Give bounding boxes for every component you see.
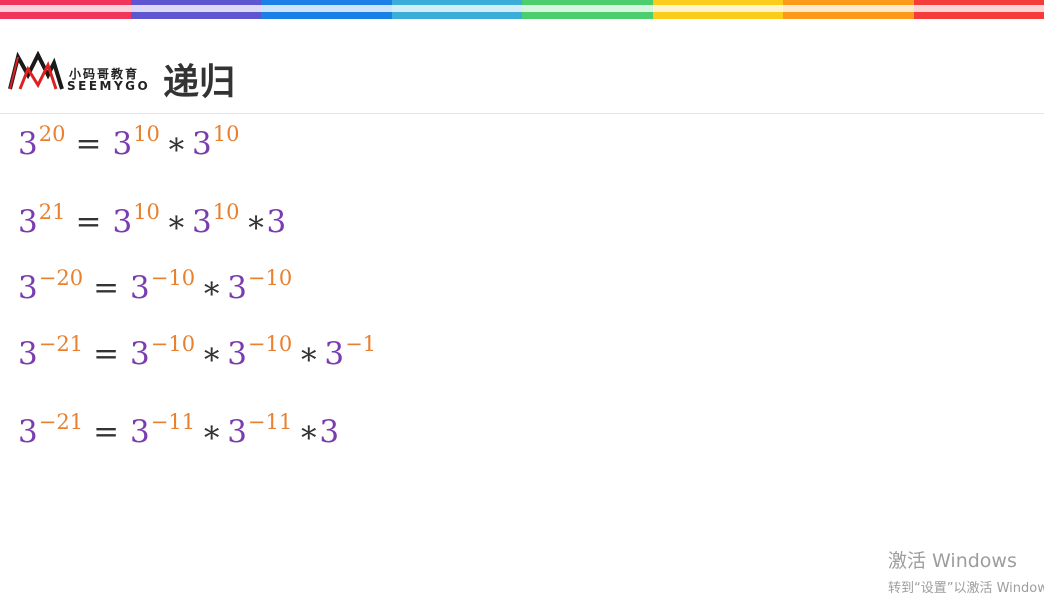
watermark-line-1: 激活 Windows: [888, 546, 1044, 573]
formula-base: 3: [227, 270, 247, 306]
formula-base: 3: [324, 336, 344, 372]
multiply-sign: ∗: [166, 204, 187, 240]
formula-base: 3: [18, 336, 38, 372]
seemygo-logo: 小码哥教育 SEEMYGO: [8, 51, 148, 95]
formula-line: 3−21=3−11∗3−11∗3: [18, 412, 339, 455]
formula-exponent: −10: [248, 266, 292, 290]
equals-sign: =: [75, 126, 101, 162]
multiply-sign: ∗: [245, 204, 266, 240]
stripe-segment: [522, 0, 653, 19]
formula-base: 3: [319, 414, 339, 450]
multiply-sign: ∗: [166, 126, 187, 162]
stripe-segment: [131, 0, 262, 19]
formula-exponent: −21: [39, 410, 83, 434]
formula-exponent: 21: [39, 200, 66, 224]
logo-english-text: SEEMYGO: [67, 79, 150, 93]
stripe-segment: [392, 0, 523, 19]
equals-sign: =: [93, 336, 119, 372]
stripe-segment: [783, 0, 914, 19]
formula-exponent: −1: [345, 332, 376, 356]
formula-base: 3: [227, 336, 247, 372]
formula-line: 320=310∗310: [18, 124, 239, 167]
formula-base: 3: [192, 126, 212, 162]
formula-base: 3: [130, 336, 150, 372]
stripe-segment: [261, 0, 392, 19]
formula-exponent: −10: [151, 332, 195, 356]
formula-exponent: −11: [151, 410, 195, 434]
equals-sign: =: [93, 270, 119, 306]
formula-exponent: −11: [248, 410, 292, 434]
slide-header: 小码哥教育 SEEMYGO 递归: [0, 19, 1044, 114]
formula-base: 3: [130, 414, 150, 450]
multiply-sign: ∗: [201, 336, 222, 372]
formula-line: 3−20=3−10∗3−10: [18, 268, 292, 311]
formula-exponent: 10: [213, 200, 240, 224]
formula-base: 3: [112, 204, 132, 240]
stripe-segment: [653, 0, 784, 19]
formula-base: 3: [18, 414, 38, 450]
formula-base: 3: [192, 204, 212, 240]
formula-line: 3−21=3−10∗3−10∗3−1: [18, 334, 376, 377]
mountain-logo-icon: [8, 51, 64, 95]
formula-line: 321=310∗310∗3: [18, 202, 286, 245]
formula-base: 3: [267, 204, 287, 240]
stripe-segment: [914, 0, 1044, 19]
formula-base: 3: [18, 126, 38, 162]
formula-exponent: −10: [151, 266, 195, 290]
formula-exponent: 10: [213, 122, 240, 146]
page-title: 递归: [163, 53, 235, 105]
formula-base: 3: [18, 204, 38, 240]
formula-base: 3: [112, 126, 132, 162]
formula-base: 3: [130, 270, 150, 306]
formula-base: 3: [18, 270, 38, 306]
formula-exponent: −21: [39, 332, 83, 356]
watermark-line-2: 转到“设置”以激活 Windows。: [888, 577, 1044, 596]
multiply-sign: ∗: [201, 270, 222, 306]
stripe-segment: [0, 0, 131, 19]
multiply-sign: ∗: [201, 414, 222, 450]
formula-exponent: 20: [39, 122, 66, 146]
formula-exponent: 10: [133, 200, 160, 224]
equals-sign: =: [75, 204, 101, 240]
multiply-sign: ∗: [298, 336, 319, 372]
formula-base: 3: [227, 414, 247, 450]
color-stripe-bar: [0, 0, 1044, 19]
multiply-sign: ∗: [298, 414, 319, 450]
formula-exponent: −10: [248, 332, 292, 356]
formula-exponent: 10: [133, 122, 160, 146]
equals-sign: =: [93, 414, 119, 450]
formula-exponent: −20: [39, 266, 83, 290]
